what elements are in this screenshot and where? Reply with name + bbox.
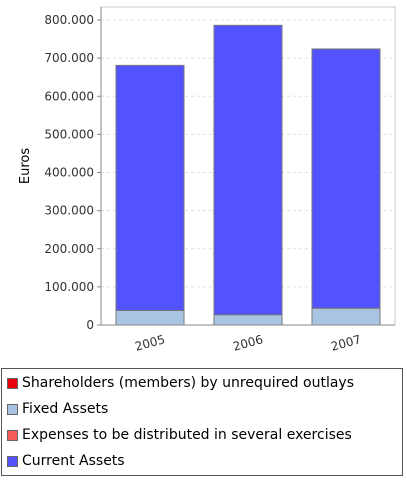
axes: 0 100.000 200.000 300.000 400.000 500.000 600.… (44, 7, 395, 354)
y-tick-label: 300.000 (44, 204, 94, 218)
y-tick-label: 800.000 (44, 13, 94, 27)
bar-segment (115, 310, 185, 326)
legend-swatch (7, 403, 18, 415)
x-tick-label: 2007 (329, 332, 362, 353)
y-tick-label: 100.000 (44, 280, 94, 294)
x-tick-label: 2005 (133, 332, 166, 353)
x-tick-label: 2006 (231, 332, 264, 353)
bar-segment (213, 24, 283, 316)
bar-segment (115, 64, 185, 312)
y-axis-title: Euros (18, 148, 33, 184)
y-tick-label: 200.000 (44, 242, 94, 256)
y-tick-label: 0 (86, 318, 94, 332)
legend-swatch (7, 455, 18, 467)
chart: 0 100.000 200.000 300.000 400.000 500.000 600.… (18, 6, 396, 354)
legend-swatch (7, 429, 18, 441)
legend-swatch (7, 377, 18, 389)
legend-item-expenses: Expenses to be distributed in several ex… (7, 426, 352, 444)
legend: Shareholders (members) by unrequired out… (1, 368, 403, 476)
bar-segment (311, 307, 381, 326)
y-tick-label: 400.000 (44, 166, 94, 180)
y-tick-label: 500.000 (44, 127, 94, 141)
legend-item-current-assets: Current Assets (7, 452, 125, 470)
legend-item-fixed-assets: Fixed Assets (7, 400, 108, 418)
y-tick-label: 600.000 (44, 89, 94, 103)
legend-label: Fixed Assets (22, 401, 109, 417)
bar-segment (311, 48, 381, 309)
bars (115, 24, 381, 326)
legend-label: Shareholders (members) by unrequired out… (22, 375, 354, 391)
legend-label: Current Assets (22, 453, 125, 469)
legend-label: Expenses to be distributed in several ex… (22, 427, 352, 443)
y-tick-label: 700.000 (44, 51, 94, 65)
legend-item-shareholders: Shareholders (members) by unrequired out… (7, 374, 354, 392)
bar-segment (213, 314, 283, 326)
